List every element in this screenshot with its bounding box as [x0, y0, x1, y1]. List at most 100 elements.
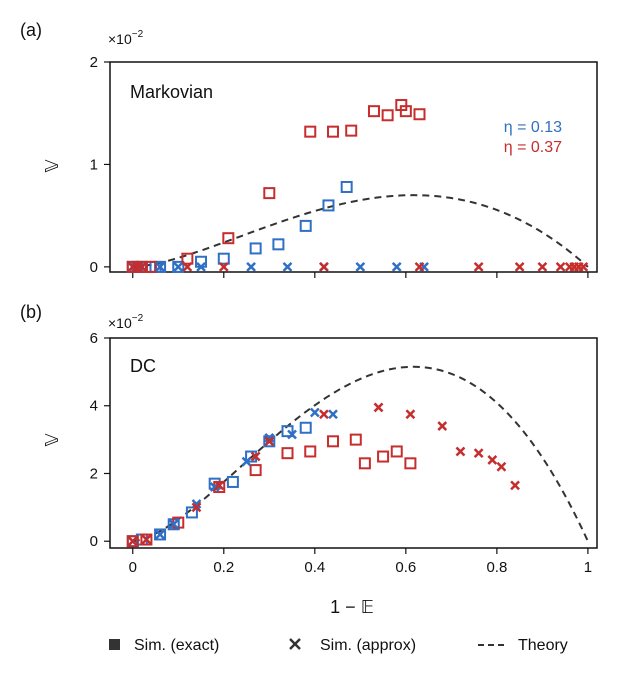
- data-point-cross: [414, 261, 425, 272]
- data-point-cross: [473, 448, 484, 459]
- data-point-square: [340, 180, 353, 193]
- x-axis-label: 1 − 𝔼: [330, 597, 374, 617]
- panel-a-ylabel: 𝕍: [42, 159, 62, 172]
- data-point-square: [281, 425, 294, 438]
- x-tick-label: 0.4: [304, 559, 325, 576]
- data-point-cross: [264, 433, 275, 443]
- panel-b-title: DC: [130, 356, 156, 376]
- data-point-square: [399, 105, 412, 118]
- data-point-cross: [218, 261, 229, 272]
- data-point-cross: [264, 436, 275, 447]
- data-point-cross: [241, 456, 252, 467]
- legend-exact-label: Sim. (exact): [134, 637, 219, 654]
- data-point-cross: [127, 536, 138, 547]
- y-tick-label: 2: [90, 54, 98, 71]
- data-point-cross: [287, 429, 297, 440]
- data-point-square: [322, 199, 335, 212]
- legend-theory-label: Theory: [518, 637, 568, 654]
- x-tick-label: 1: [584, 559, 592, 576]
- x-tick-label: 0.6: [395, 559, 416, 576]
- eta-legend-low: η = 0.13: [504, 119, 562, 136]
- data-point-square: [281, 447, 294, 460]
- data-point-cross: [191, 502, 202, 513]
- data-point-square: [404, 457, 417, 470]
- legend-square-marker: [109, 639, 120, 650]
- data-point-square: [217, 252, 230, 265]
- data-point-square: [172, 260, 185, 273]
- data-point-square: [381, 109, 394, 122]
- data-point-cross: [496, 461, 507, 472]
- y-tick-label: 4: [90, 398, 98, 415]
- legend-approx-label: Sim. (approx): [320, 637, 416, 654]
- data-point-cross: [473, 261, 484, 272]
- panel-a-exponent: ×10−2: [108, 29, 144, 47]
- data-point-square: [249, 464, 262, 477]
- eta-legend-high: η = 0.37: [504, 139, 562, 156]
- x-tick-label: 0.2: [213, 559, 234, 576]
- plot-frame-b: [109, 337, 598, 549]
- panel-b-ylabel: 𝕍: [42, 433, 62, 446]
- bottom-legend: Sim. (exact) Sim. (approx) Theory: [109, 637, 568, 654]
- data-point-cross: [487, 455, 498, 465]
- data-point-cross: [141, 534, 152, 545]
- data-point-cross: [309, 407, 320, 418]
- data-point-cross: [578, 261, 589, 272]
- data-point-cross: [214, 480, 225, 491]
- data-point-cross: [537, 261, 548, 272]
- data-point-square: [126, 535, 139, 548]
- data-point-square: [327, 125, 340, 138]
- plot-frame-a: [109, 61, 598, 273]
- y-tick-label: 1: [90, 156, 98, 173]
- data-point-square: [185, 506, 198, 519]
- data-point-square: [226, 475, 239, 488]
- data-point-square: [299, 219, 312, 232]
- y-tick-label: 0: [90, 533, 98, 550]
- panel-b: (b) ×10−2 DC 𝕍 1 − 𝔼 0 0.2 0.4 0.6 0.8 1 0 2 4 6: [20, 302, 598, 617]
- data-point-square: [304, 125, 317, 138]
- data-point-square: [390, 445, 403, 458]
- theory-curve-a: [132, 194, 589, 268]
- data-point-square: [181, 252, 194, 265]
- y-tick-label: 2: [90, 465, 98, 482]
- data-point-cross: [319, 261, 329, 272]
- data-point-cross: [455, 446, 466, 457]
- panel-a-tag: (a): [20, 20, 42, 40]
- data-point-square: [299, 421, 312, 434]
- data-point-square: [377, 450, 390, 463]
- data-point-cross: [282, 261, 293, 272]
- data-point-square: [154, 528, 167, 541]
- data-point-cross: [191, 499, 202, 509]
- data-point-cross: [168, 519, 179, 530]
- data-point-cross: [510, 480, 520, 491]
- data-point-square: [272, 238, 285, 251]
- data-point-cross: [173, 261, 184, 272]
- data-point-cross: [250, 451, 261, 462]
- panel-a-title: Markovian: [130, 82, 213, 102]
- data-point-square: [349, 433, 362, 446]
- x-tick-label: 0: [129, 559, 137, 576]
- data-point-cross: [355, 261, 366, 272]
- data-point-cross: [182, 261, 193, 272]
- data-point-cross: [155, 261, 165, 272]
- data-point-cross: [136, 261, 147, 272]
- data-point-cross: [155, 529, 165, 540]
- data-point-cross: [405, 409, 416, 420]
- data-point-square: [140, 533, 153, 546]
- data-point-cross: [246, 261, 256, 272]
- data-point-square: [144, 260, 157, 273]
- data-point-cross: [373, 402, 384, 413]
- legend-cross-marker: [289, 638, 301, 650]
- data-point-square: [358, 457, 371, 470]
- y-tick-label: 6: [90, 330, 98, 347]
- panel-a: (a) ×10−2 Markovian 𝕍 η = 0.13 η = 0.37 …: [20, 20, 598, 278]
- data-point-cross: [196, 261, 206, 272]
- data-point-square: [249, 242, 262, 255]
- data-point-cross: [328, 409, 338, 420]
- y-tick-label: 0: [90, 259, 98, 276]
- theory-curve-b: [132, 365, 589, 543]
- data-point-square: [345, 124, 358, 137]
- data-point-square: [367, 105, 380, 118]
- data-point-square: [327, 435, 340, 448]
